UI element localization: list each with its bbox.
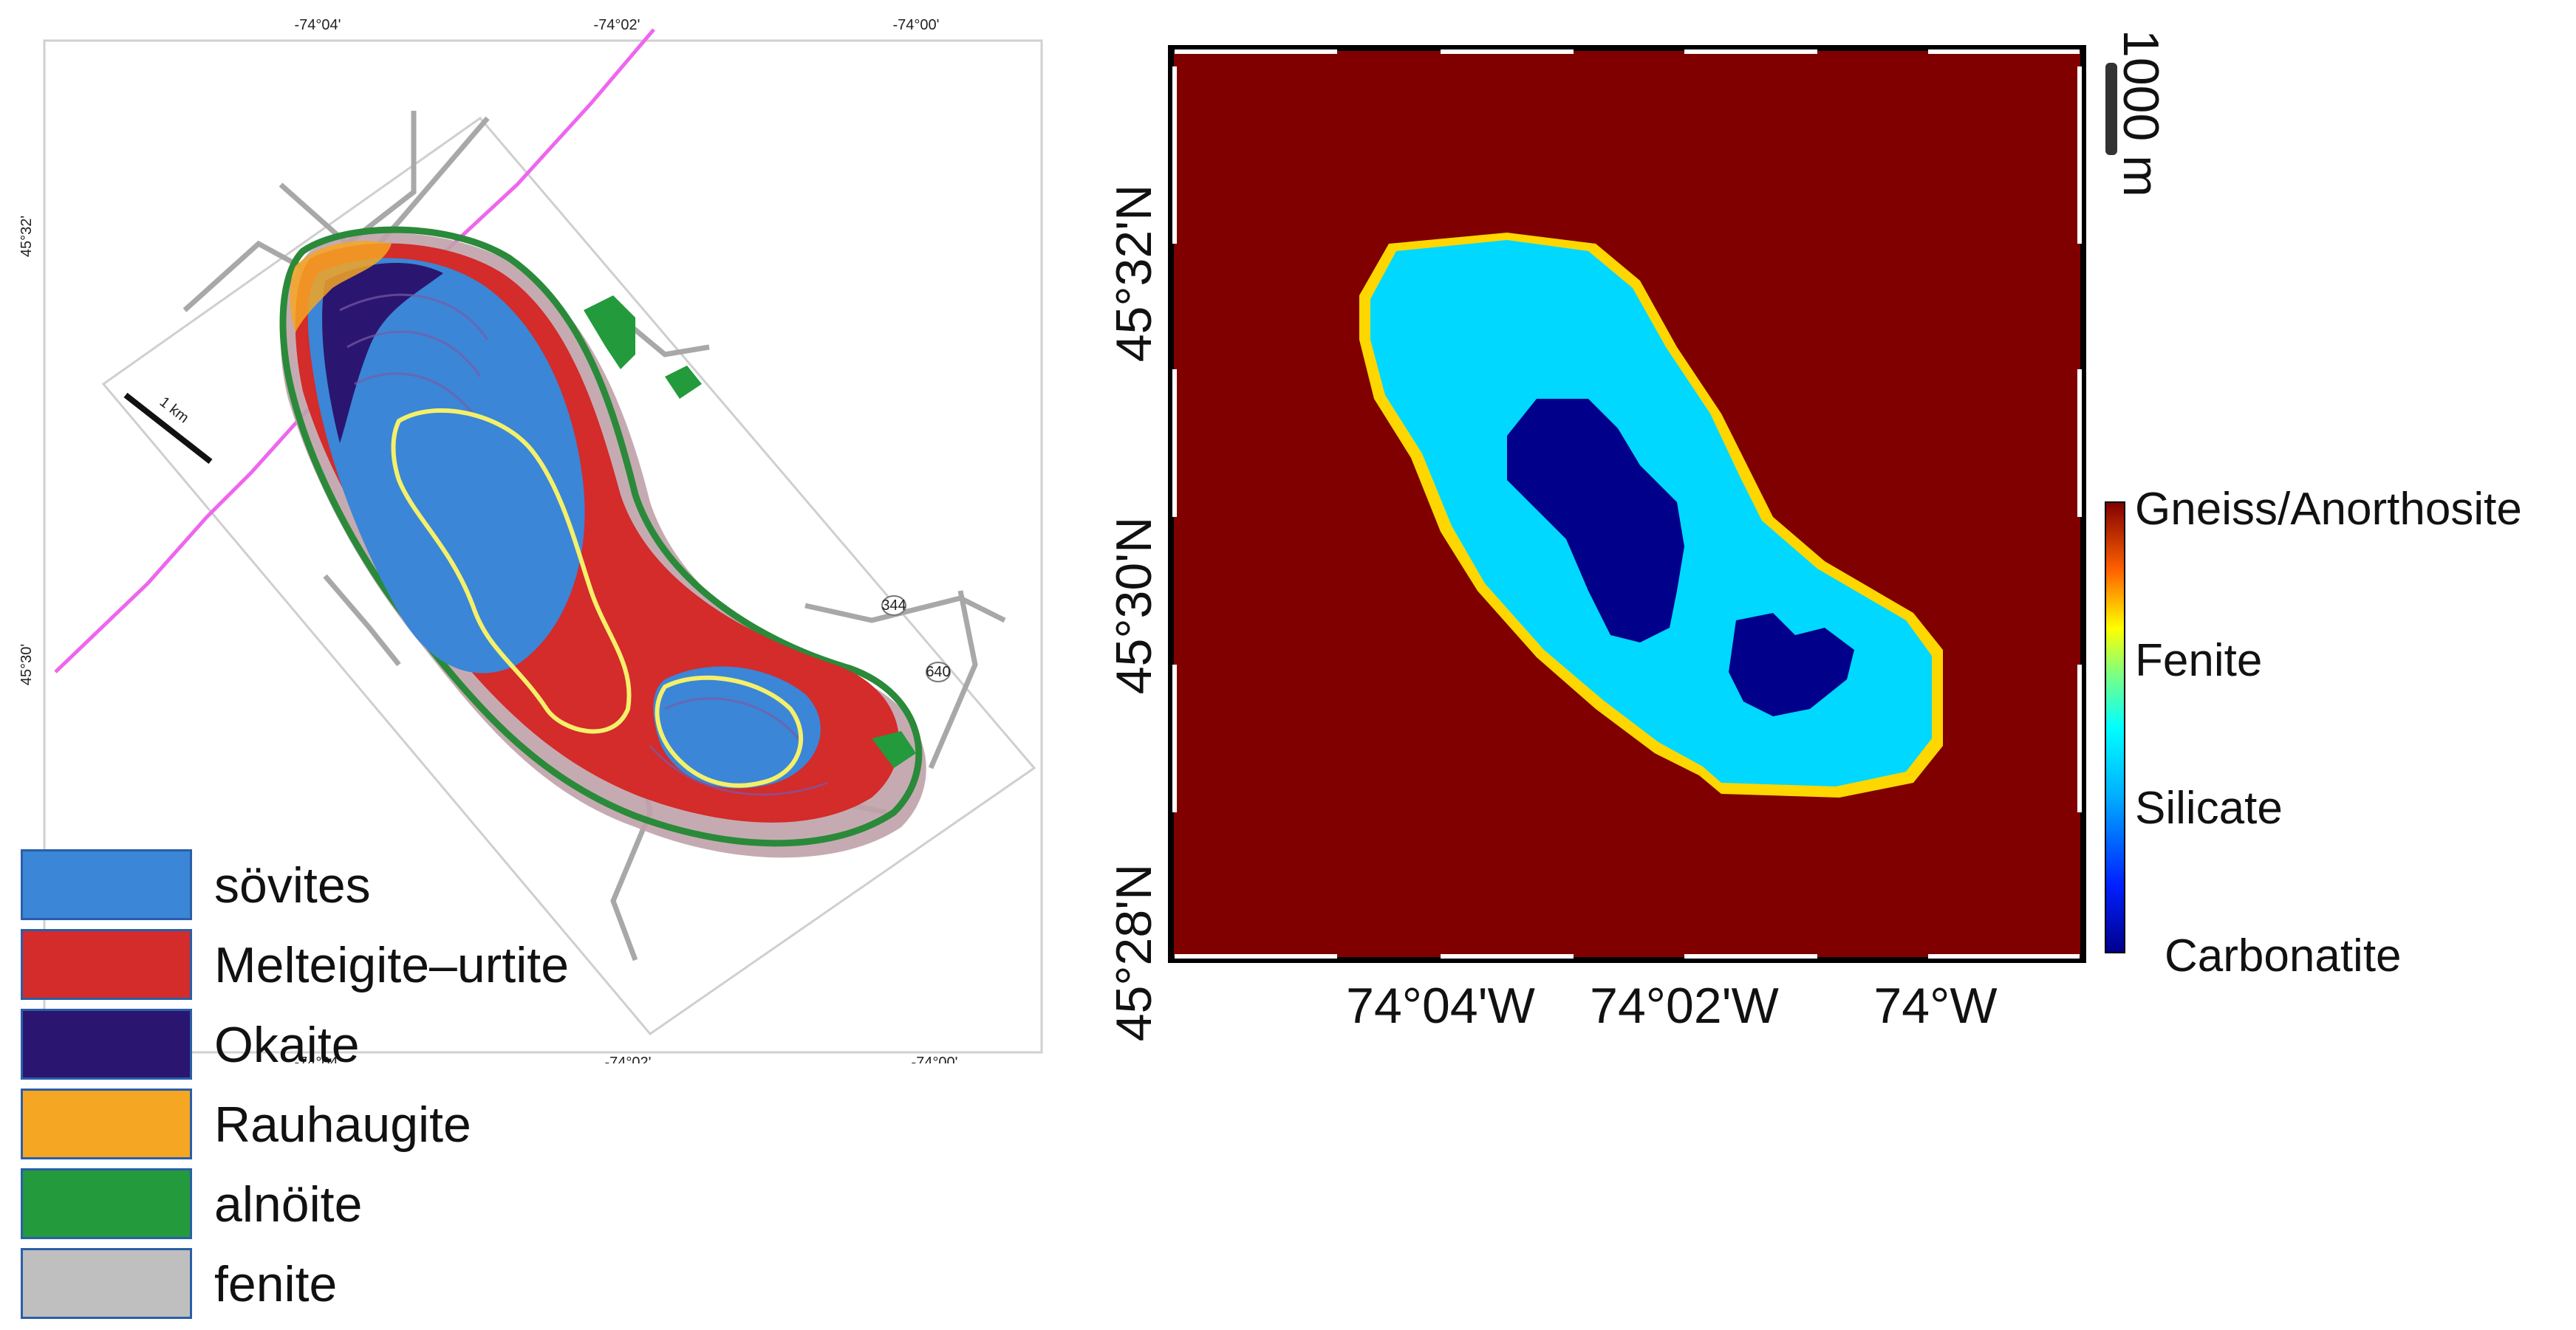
alnoite-patch-3: [872, 731, 916, 768]
x-tick-1: 74°04'W: [1346, 978, 1535, 1034]
model-map-svg: 45°32'N 45°30'N 45°28'N 74°04'W 74°02'W …: [1106, 30, 2522, 1042]
left-tick-2: 45°30': [18, 644, 35, 685]
legend-label-melteigite: Melteigite–urtite: [214, 937, 570, 993]
frame-ticks: [1172, 49, 2082, 959]
road-label-1: 344: [881, 597, 906, 614]
colorbar-label-gneiss: Gneiss/Anorthosite: [2135, 484, 2522, 535]
road-label-2: 640: [926, 664, 950, 680]
bottom-tick-3: -74°00': [912, 1055, 958, 1063]
legend-item-alnoite: alnöite: [21, 1168, 686, 1242]
legend-swatch-rauhaugite: [21, 1089, 192, 1159]
scale-bar: [2105, 63, 2117, 155]
x-tick-3: 74°W: [1873, 978, 1997, 1034]
scale-bar-label: 1000 m: [2113, 30, 2169, 197]
legend-label-sovites: sövites: [214, 857, 371, 913]
x-tick-2: 74°02'W: [1590, 978, 1779, 1034]
alnoite-patch-2: [665, 366, 702, 399]
legend-item-sovites: sövites: [21, 849, 686, 923]
legend-swatch-fenite: [21, 1248, 192, 1319]
scale-bar: [123, 392, 213, 465]
rauhaugite-zone: [290, 241, 392, 332]
sovite-zone-main: [307, 258, 585, 673]
okaite-zone: [322, 263, 443, 443]
y-tick-3: 45°28'N: [1106, 864, 1162, 1042]
legend-label-alnoite: alnöite: [214, 1176, 363, 1233]
banding-lines: [339, 293, 828, 796]
legend-swatch-alnoite: [21, 1168, 192, 1239]
model-map-panel: 45°32'N 45°30'N 45°28'N 74°04'W 74°02'W …: [1093, 0, 2576, 1063]
legend-swatch-sovites: [21, 849, 192, 920]
legend-label-fenite: fenite: [214, 1256, 338, 1312]
map-legend: sövites Melteigite–urtite Okaite Rauhaug…: [21, 849, 686, 1322]
geologic-map-svg: -74°04' -74°02' -74°00' -74°04' -74°02' …: [18, 17, 1043, 1071]
colorbar-label-fenite: Fenite: [2135, 635, 2262, 686]
legend-item-okaite: Okaite: [21, 1009, 686, 1083]
y-tick-1: 45°32'N: [1106, 185, 1162, 363]
yellow-contact-south: [655, 675, 804, 788]
legend-label-okaite: Okaite: [214, 1017, 360, 1073]
top-tick-2: -74°02': [594, 17, 640, 33]
road-shield-2: [926, 662, 951, 682]
carbonatite-south: [1729, 613, 1854, 716]
geologic-map-panel: -74°04' -74°02' -74°00' -74°04' -74°02' …: [0, 0, 1056, 1319]
legend-label-rauhaugite: Rauhaugite: [214, 1097, 471, 1153]
colorbar: [2105, 501, 2125, 953]
yellow-contact-north: [391, 408, 632, 734]
alnoite-patch-1: [584, 295, 635, 369]
legend-item-fenite: fenite: [21, 1248, 686, 1322]
colorbar-label-silicate: Silicate: [2135, 783, 2283, 834]
y-tick-2: 45°30'N: [1106, 517, 1162, 695]
alnoite-ring: [279, 226, 923, 847]
top-tick-1: -74°04': [295, 17, 341, 33]
left-tick-1: 45°32': [18, 216, 35, 257]
road-shield-1: [881, 595, 906, 616]
legend-swatch-okaite: [21, 1009, 192, 1080]
top-tick-3: -74°00': [893, 17, 940, 33]
legend-swatch-melteigite: [21, 929, 192, 1000]
legend-item-rauhaugite: Rauhaugite: [21, 1089, 686, 1162]
colorbar-label-carbonatite: Carbonatite: [2165, 930, 2402, 981]
survey-outline: [101, 116, 1036, 1036]
legend-item-melteigite: Melteigite–urtite: [21, 929, 686, 1003]
carbonatite-north: [1507, 399, 1684, 642]
